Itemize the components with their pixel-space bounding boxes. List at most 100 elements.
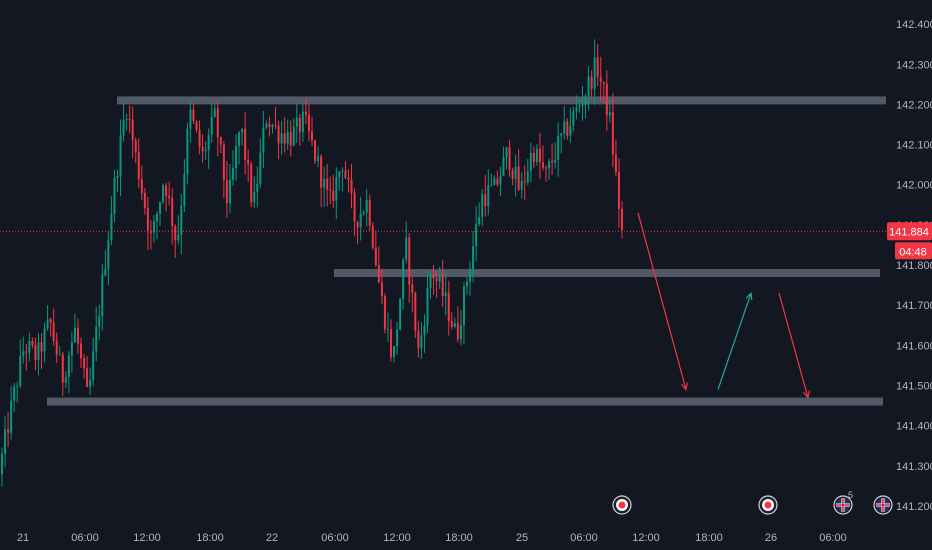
candle-body [365, 200, 368, 213]
candle-body [432, 274, 435, 279]
level-resistance[interactable] [117, 96, 886, 105]
event-markers[interactable]: 5 [612, 490, 893, 515]
candle-body [61, 354, 64, 383]
candle-body [268, 123, 271, 127]
candle-body [222, 144, 225, 181]
candle-body [438, 276, 441, 282]
arrow-shaft [717, 292, 752, 390]
candle-body [532, 152, 535, 162]
candle-body [563, 121, 566, 134]
current-price-badge: 141.884 [887, 222, 932, 241]
y-tick-label: 141.500 [896, 381, 932, 393]
uk-flag-icon[interactable] [873, 495, 893, 515]
candle-body [253, 191, 256, 203]
y-tick-label: 142.000 [896, 180, 932, 192]
projection-arrow-up[interactable] [717, 291, 753, 390]
candle-body [575, 107, 578, 112]
candle-body [174, 226, 177, 241]
uk-flag-icon[interactable]: 5 [833, 490, 853, 515]
candle-body [119, 135, 122, 177]
x-tick-label: 21 [17, 532, 29, 544]
candle-body [40, 342, 43, 352]
time-axis[interactable]: 21 06:00 12:00 18:00 22 06:00 12:00 18:00 25 06:0… [17, 532, 847, 544]
x-tick-label: 12:00 [383, 532, 411, 544]
countdown-label: 04:48 [899, 246, 927, 258]
x-tick-label: 06:00 [819, 532, 847, 544]
arrow-shaft [778, 292, 809, 398]
candle-body [426, 287, 429, 326]
candle-body [578, 106, 581, 108]
price-axis[interactable]: 142.400142.300142.200142.100142.000141.9… [896, 19, 932, 513]
candle-body [520, 181, 523, 190]
candle-body [49, 319, 52, 323]
candle-body [1, 453, 3, 474]
candle-body [58, 354, 61, 356]
projection-arrow-down[interactable] [637, 212, 688, 391]
candle-body [165, 185, 168, 196]
candle-body [475, 224, 478, 246]
candle-body [280, 133, 283, 144]
candle-body [374, 247, 377, 266]
candle-body [31, 341, 34, 346]
candle-body [350, 179, 353, 193]
candle-body [344, 170, 347, 178]
candle-body [548, 161, 551, 169]
candle-body [353, 192, 356, 222]
candle-body [168, 195, 171, 198]
level-lower-support[interactable] [47, 397, 883, 406]
level-middle-support[interactable] [334, 269, 880, 278]
candle-body [496, 178, 499, 185]
candle-body [22, 351, 25, 357]
candle-body [602, 81, 605, 84]
candle-body [143, 192, 146, 208]
candle-body [83, 358, 86, 369]
economic-event-icon[interactable] [758, 495, 778, 515]
candle-body [125, 118, 128, 120]
candle-body [137, 151, 140, 180]
candle-body [383, 296, 386, 330]
candle-body [286, 131, 289, 144]
candle-body [225, 180, 228, 204]
candle-body [411, 284, 414, 294]
candle-body [323, 178, 326, 188]
candle-body [64, 376, 67, 383]
projection-arrows[interactable] [637, 212, 810, 399]
candle-body [131, 119, 134, 140]
candle-body [402, 259, 405, 299]
economic-event-icon[interactable] [612, 495, 632, 515]
candle-body [320, 156, 323, 188]
candle-body [177, 234, 180, 241]
candle-body [134, 139, 137, 152]
candle-body [16, 385, 19, 387]
candle-body [590, 76, 593, 89]
candle-body [551, 161, 554, 163]
candle-body [420, 335, 423, 349]
candle-body [195, 121, 198, 130]
candle-body [508, 147, 511, 171]
candle-body [34, 345, 37, 361]
projection-arrow-down[interactable] [778, 292, 810, 399]
candle-body [359, 214, 362, 228]
candle-body [429, 274, 432, 288]
candle-body [271, 124, 274, 127]
candle-body [605, 83, 608, 116]
candle-body [128, 118, 131, 120]
marker-count: 5 [848, 490, 853, 500]
candle-body [377, 265, 380, 283]
candle-body [13, 386, 16, 401]
candle-body [481, 194, 484, 218]
support-resistance-levels[interactable] [47, 96, 886, 406]
candle-body [417, 330, 420, 349]
candle-body [535, 148, 538, 162]
candle-body [557, 135, 560, 160]
candle-body [25, 351, 28, 353]
candle-body [326, 178, 329, 190]
candle-body [329, 189, 332, 191]
candle-body [386, 329, 389, 331]
candle-body [490, 185, 493, 187]
candle-body [183, 173, 186, 206]
candle-body [43, 328, 46, 352]
candle-body [338, 171, 341, 178]
current-price-label: 141.884 [889, 226, 929, 238]
